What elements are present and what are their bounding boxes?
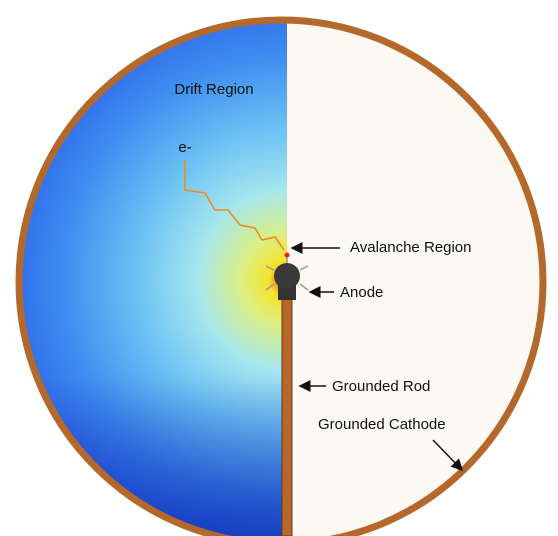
cathode-ring — [15, 16, 547, 536]
anode — [265, 252, 309, 300]
rod-label: Grounded Rod — [332, 378, 430, 395]
electron-label: e- — [178, 139, 191, 156]
cathode-label: Grounded Cathode — [318, 416, 446, 433]
drift-region-label: Drift Region — [174, 81, 253, 98]
anode-label: Anode — [340, 284, 383, 301]
avalanche-label: Avalanche Region — [350, 239, 471, 256]
grounded-rod — [281, 295, 293, 536]
cathode-half — [287, 23, 540, 536]
electron-path — [184, 160, 285, 251]
cathode-arrow — [432, 439, 464, 472]
